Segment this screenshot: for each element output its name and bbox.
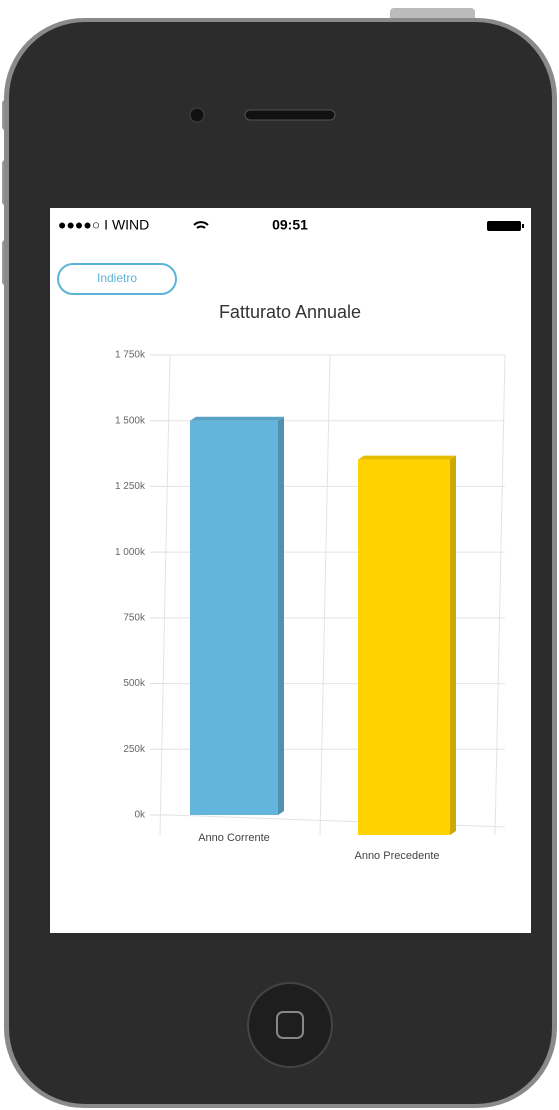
y-tick-label: 1 500k bbox=[115, 415, 146, 426]
vertical-grid bbox=[494, 354, 506, 836]
wifi-icon bbox=[193, 221, 209, 229]
back-button-label[interactable]: Indietro bbox=[97, 271, 137, 285]
y-tick-label: 1 750k bbox=[115, 350, 146, 361]
camera bbox=[189, 107, 205, 123]
home-icon bbox=[276, 1011, 304, 1039]
carrier: ●●●●○ I WIND bbox=[58, 217, 149, 233]
vertical-grid bbox=[319, 354, 331, 836]
bar bbox=[190, 420, 278, 815]
x-tick-label: Anno Precedente bbox=[354, 850, 439, 862]
y-tick-label: 500k bbox=[123, 678, 146, 689]
y-tick-label: 1 250k bbox=[115, 481, 146, 492]
bar-top bbox=[358, 455, 456, 460]
y-tick-label: 250k bbox=[123, 744, 146, 755]
bar-side bbox=[450, 455, 456, 835]
bar bbox=[358, 459, 450, 835]
chart-title: Fatturato Annuale bbox=[219, 302, 361, 322]
y-tick-label: 750k bbox=[123, 612, 146, 623]
y-tick-label: 0k bbox=[134, 810, 146, 821]
bar-top bbox=[190, 416, 284, 421]
bar-side bbox=[278, 416, 284, 815]
battery bbox=[487, 221, 521, 231]
vertical-grid bbox=[159, 354, 171, 836]
battery-tip bbox=[522, 224, 524, 228]
chart: Fatturato Annuale 0k 250k 500k 750k 1 000k 1 … bbox=[115, 302, 506, 862]
x-tick-label: Anno Corrente bbox=[198, 832, 270, 844]
home-button[interactable] bbox=[247, 982, 333, 1068]
y-tick-label: 1 000k bbox=[115, 547, 146, 558]
clock: 09:51 bbox=[272, 217, 308, 233]
back-button[interactable] bbox=[57, 263, 177, 295]
speaker bbox=[244, 109, 336, 121]
